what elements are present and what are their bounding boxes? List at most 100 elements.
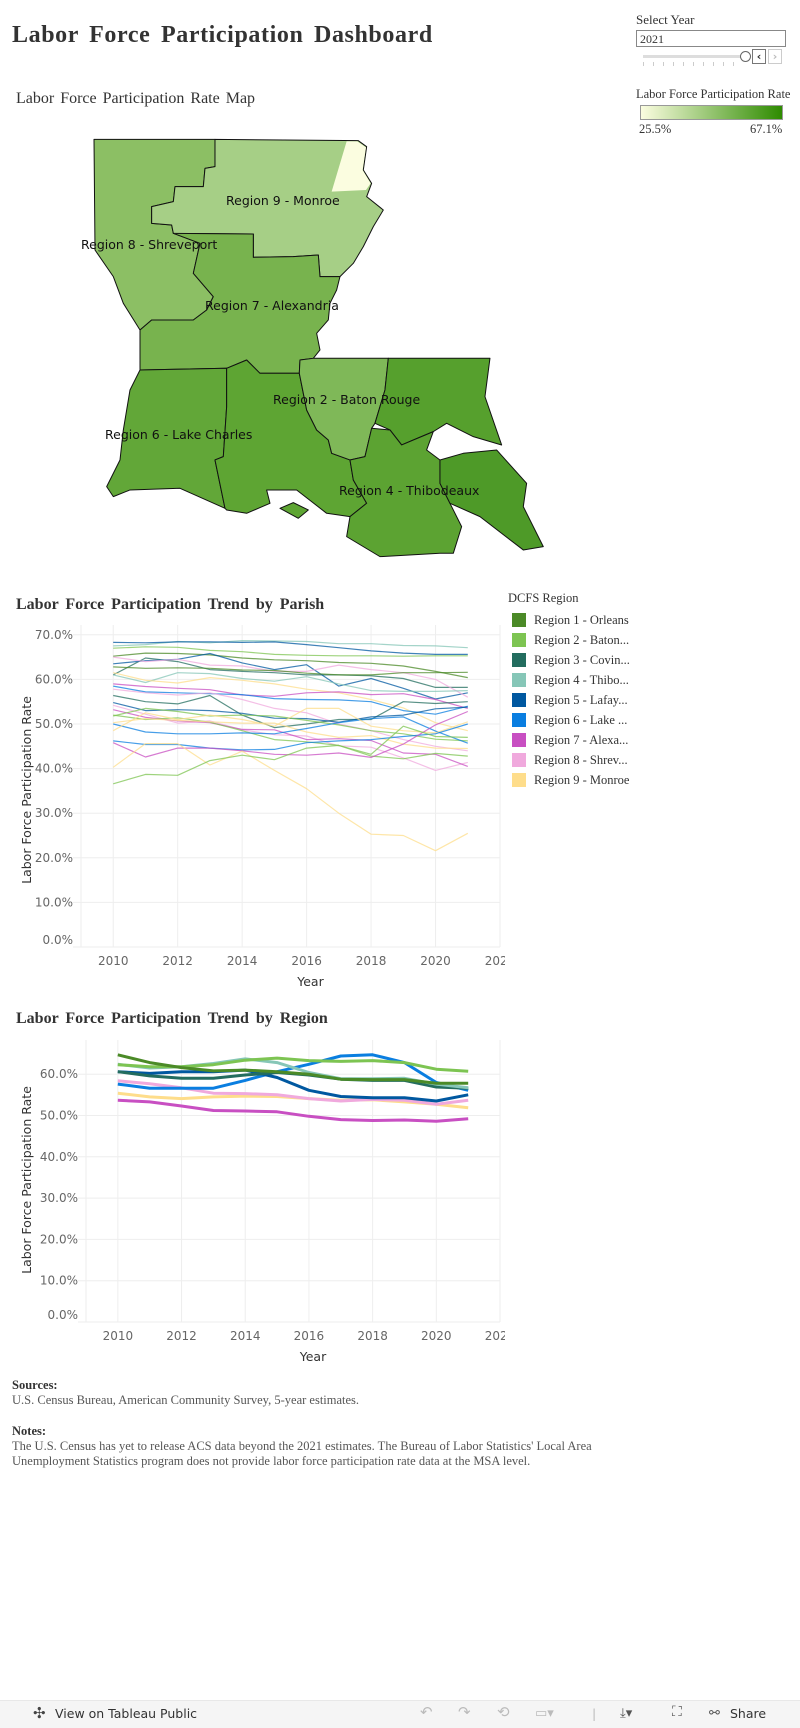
series-line-region-6[interactable]	[113, 685, 468, 715]
y-tick-label: 0.0%	[43, 933, 74, 947]
map-parish-lowest[interactable]	[331, 141, 371, 192]
parish-chart-title: Labor Force Participation Trend by Paris…	[16, 596, 325, 613]
series-line-region-2[interactable]	[113, 646, 468, 657]
tableau-toolbar: ✣ View on Tableau Public ↶ ↷ ⟲ ▭▾ | ⤓▾ ⛶…	[0, 1700, 800, 1728]
series-line-region-7[interactable]	[113, 683, 468, 709]
series-line-region-3[interactable]	[112, 657, 468, 689]
series-line-region-1[interactable]	[113, 652, 468, 679]
legend-item[interactable]: Region 7 - Alexa...	[508, 730, 630, 750]
series-line-region-8[interactable]	[113, 704, 468, 771]
view-on-tableau-link[interactable]: View on Tableau Public	[55, 1706, 198, 1721]
color-legend-title: Labor Force Participation Rate	[636, 87, 791, 101]
legend-swatch	[512, 713, 526, 727]
legend-label: Region 7 - Alexa...	[534, 732, 629, 747]
x-tick-label: 2018	[357, 1329, 388, 1343]
color-legend-min: 25.5%	[639, 122, 672, 136]
series-line-region-1[interactable]	[113, 666, 468, 676]
x-tick-label: 2022	[485, 954, 505, 968]
series-line-region-7[interactable]	[117, 1098, 469, 1123]
toolbar-divider: |	[592, 1706, 597, 1721]
region-chart-title: Labor Force Participation Trend by Regio…	[16, 1010, 328, 1027]
y-tick-label: 0.0%	[48, 1308, 79, 1322]
series-line-region-9[interactable]	[112, 707, 468, 734]
revert-icon[interactable]: ⟲	[497, 1703, 510, 1721]
chevron-right-icon[interactable]: ›	[768, 49, 782, 64]
y-tick-label: 40.0%	[40, 1150, 78, 1164]
legend-swatch	[512, 753, 526, 767]
y-tick-label: 70.0%	[35, 628, 73, 642]
share-icon[interactable]: ⚯	[709, 1706, 720, 1721]
x-tick-label: 2016	[291, 954, 322, 968]
year-filter-label: Select Year	[636, 12, 695, 27]
parish-trend-chart[interactable]: 2010 2012 2014 2016 2018 2020 2022 0.0% 10.0% 20.…	[0, 620, 505, 1000]
series-line-region-6[interactable]	[113, 723, 468, 751]
legend-item[interactable]: Region 8 - Shrev...	[508, 750, 630, 770]
x-tick-label: 2020	[420, 954, 451, 968]
y-axis-title: Labor Force Participation Rate	[19, 696, 34, 884]
series-line-region-5[interactable]	[113, 641, 468, 656]
x-axis-title: Year	[296, 974, 324, 989]
download-icon[interactable]: ⤓▾	[620, 1706, 633, 1721]
region-legend-title: DCFS Region	[508, 591, 579, 605]
series-line-region-9[interactable]	[113, 672, 468, 732]
fullscreen-icon[interactable]: ⛶	[672, 1704, 682, 1720]
year-slider-thumb[interactable]	[740, 51, 751, 62]
x-tick-label: 2020	[421, 1329, 452, 1343]
x-tick-label: 2012	[162, 954, 193, 968]
legend-item[interactable]: Region 2 - Baton...	[508, 630, 630, 650]
y-tick-label: 60.0%	[35, 672, 73, 686]
legend-item[interactable]: Region 5 - Lafay...	[508, 690, 630, 710]
legend-swatch	[512, 773, 526, 787]
x-tick-label: 2016	[294, 1329, 325, 1343]
x-tick-label: 2010	[103, 1329, 134, 1343]
legend-label: Region 9 - Monroe	[534, 772, 630, 787]
year-slider-track[interactable]	[643, 55, 743, 58]
notes-section: Notes: The U.S. Census has yet to releas…	[12, 1424, 592, 1469]
legend-label: Region 1 - Orleans	[534, 612, 629, 627]
legend-label: Region 5 - Lafay...	[534, 692, 628, 707]
map-label-region-4: Region 4 - Thibodeaux	[339, 483, 479, 498]
legend-item[interactable]: Region 3 - Covin...	[508, 650, 630, 670]
x-axis-title: Year	[299, 1349, 327, 1364]
louisiana-map[interactable]: Region 9 - Monroe Region 8 - Shreveport …	[0, 0, 800, 580]
notes-label: Notes:	[12, 1424, 47, 1438]
series-line-region-2[interactable]	[113, 707, 468, 742]
legend-swatch	[512, 693, 526, 707]
sources-section: Sources: U.S. Census Bureau, American Co…	[12, 1378, 592, 1408]
region-trend-chart[interactable]: 2010 2012 2014 2016 2018 2020 2022 0.0% 10.0% 20.…	[0, 1035, 505, 1375]
legend-item[interactable]: Region 9 - Monroe	[508, 770, 630, 790]
legend-item[interactable]: Region 6 - Lake ...	[508, 710, 630, 730]
map-label-region-6: Region 6 - Lake Charles	[105, 427, 252, 442]
series-line-region-1[interactable]	[117, 1053, 469, 1085]
x-tick-label: 2014	[230, 1329, 261, 1343]
sources-label: Sources:	[12, 1378, 58, 1392]
series-line-region-3[interactable]	[113, 694, 468, 729]
year-filter-input[interactable]: 2021	[636, 30, 786, 47]
undo-icon[interactable]: ↶	[420, 1703, 433, 1721]
color-legend-max: 67.1%	[750, 122, 783, 136]
series-line-region-5[interactable]	[117, 1068, 469, 1103]
year-slider-ticks	[643, 62, 743, 66]
map-label-region-7: Region 7 - Alexandria	[205, 298, 339, 313]
color-legend-gradient	[640, 105, 783, 120]
share-button[interactable]: Share	[730, 1706, 767, 1721]
series-line-region-6[interactable]	[113, 716, 469, 744]
series-line-region-9[interactable]	[113, 717, 468, 750]
y-tick-label: 30.0%	[35, 806, 73, 820]
series-line-region-9[interactable]	[112, 742, 469, 852]
series-line-region-2[interactable]	[113, 725, 468, 785]
redo-icon[interactable]: ↷	[458, 1703, 471, 1721]
map-region-1[interactable]	[439, 449, 544, 551]
chevron-left-icon[interactable]: ‹	[752, 49, 766, 64]
series-line-region-7[interactable]	[112, 710, 469, 758]
refresh-icon[interactable]: ▭▾	[535, 1706, 554, 1721]
map-title: Labor Force Participation Rate Map	[16, 90, 256, 107]
series-line-region-4[interactable]	[113, 672, 468, 693]
y-tick-label: 10.0%	[35, 895, 73, 909]
y-tick-label: 10.0%	[40, 1274, 78, 1288]
legend-label: Region 6 - Lake ...	[534, 712, 628, 727]
legend-item[interactable]: Region 1 - Orleans	[508, 610, 630, 630]
map-region-4[interactable]	[346, 427, 463, 558]
legend-item[interactable]: Region 4 - Thibo...	[508, 670, 630, 690]
x-tick-label: 2018	[356, 954, 387, 968]
